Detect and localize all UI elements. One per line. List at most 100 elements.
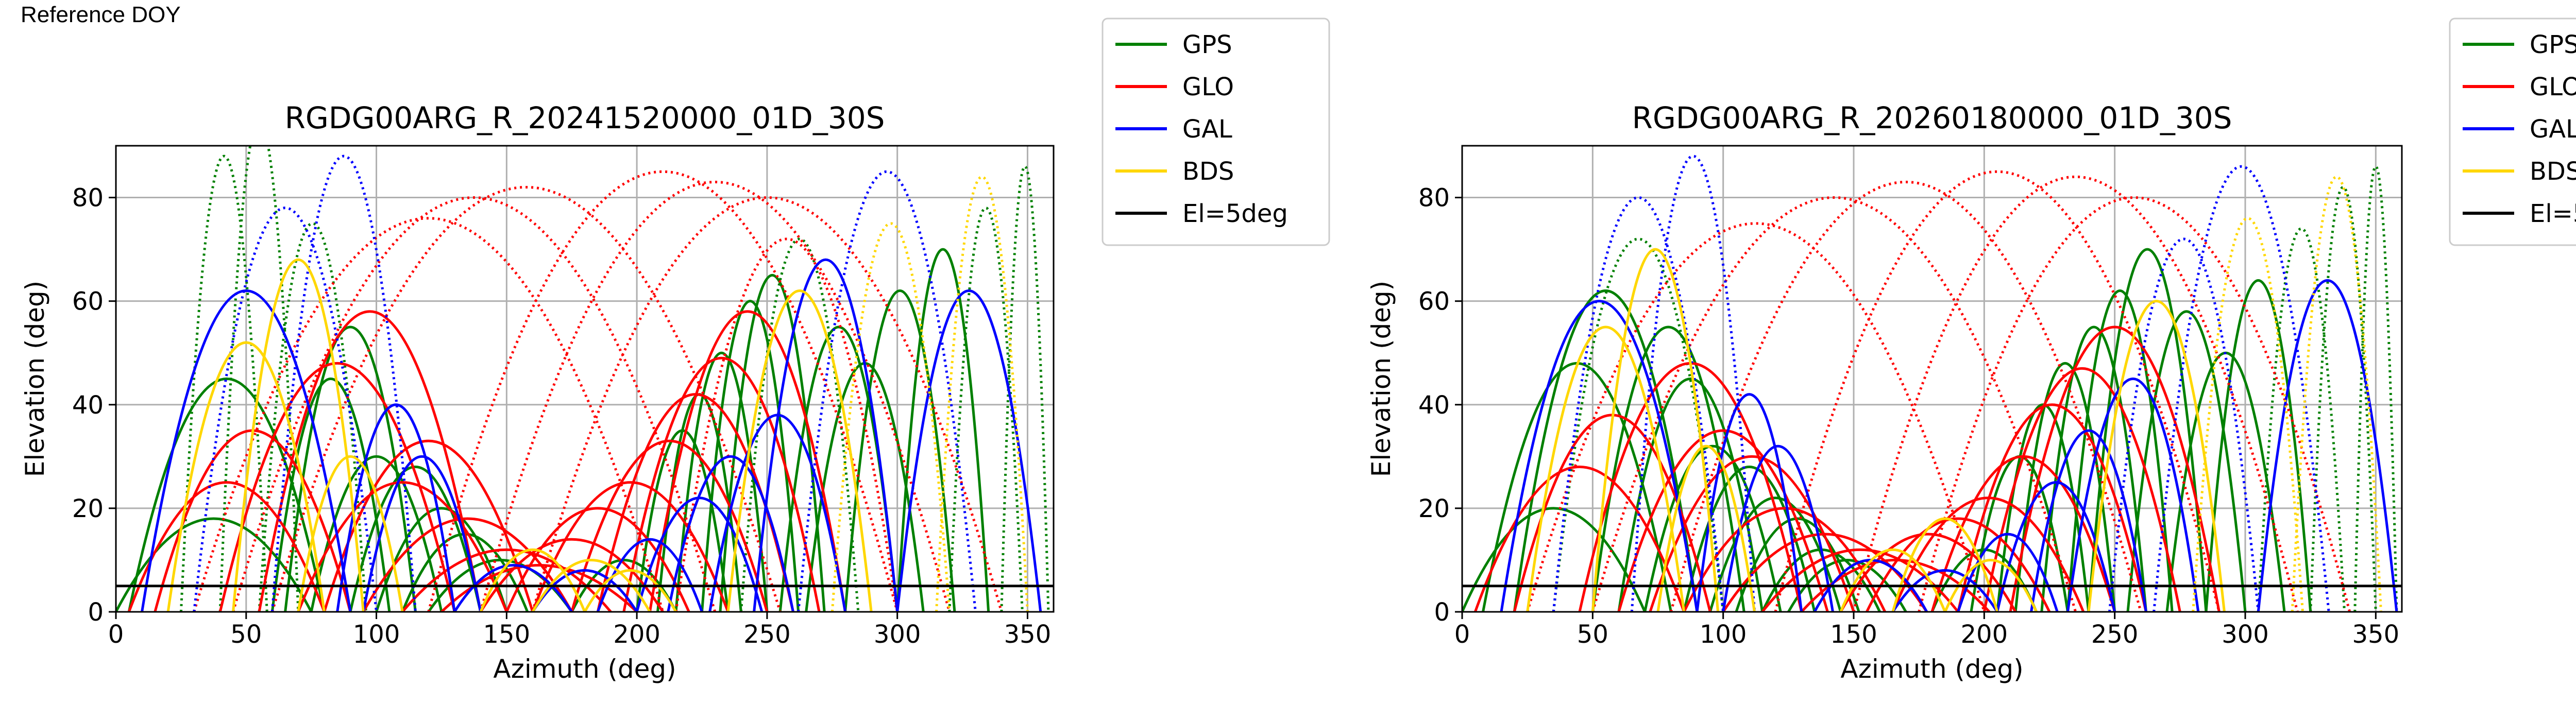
series-arc-gps [2040,325,2147,612]
legend: GPS GLO GAL BDS El=5deg [1101,18,1330,246]
series-arc-glo [531,481,730,612]
x-tick-label: 150 [483,620,531,649]
series-arc-bds [232,258,365,612]
legend-label: GAL [1182,115,1232,144]
series-arc-glo [1957,403,2147,612]
plot-frame [115,145,1055,613]
series-arc-gps [1617,378,1764,612]
series-arc-gps [2066,289,2174,612]
x-axis-label: Azimuth (deg) [1840,654,2023,684]
series-bds [166,176,1029,612]
series-arc-gps [2126,310,2247,612]
series-gps [1462,165,2398,612]
series-arc-bds [1839,548,1946,612]
x-tick-label: 0 [1454,620,1470,649]
y-tick-label: 40 [72,391,104,420]
series-arc-bds [831,222,951,612]
y-axis-label: Elevation (deg) [20,281,50,477]
legend-label: GPS [1182,30,1232,59]
series-gal [141,155,1042,612]
chart-title: RGDG00ARG_R_20241520000_01D_30S [285,100,885,135]
series-arc-gps [739,237,860,612]
series-arc-glo [1852,175,2299,612]
legend-label: GAL [2530,115,2576,144]
series-arc-gal [1891,569,1998,612]
series-arc-gps [2309,185,2377,612]
series-arc-bds [2087,300,2226,612]
x-tick-label: 50 [1577,620,1608,649]
series-arc-gal [1500,300,1699,612]
series-arc-gal [270,155,417,612]
x-tick-label: 50 [230,620,262,649]
series-arc-gal [2108,237,2260,612]
series-arc-glo [622,357,821,612]
series-gal [1500,155,2398,612]
series-bds [1526,176,2382,612]
legend-label: GLO [2530,73,2576,101]
series-arc-gps [116,517,313,612]
series-arc-gps [701,300,800,612]
series-arc-gps [127,378,326,612]
series-arc-glo [531,196,1003,612]
series-arc-gal [336,403,456,612]
x-tick-label: 300 [874,620,921,649]
plot-area [1462,155,2398,612]
legend-box [1101,18,1330,246]
x-tick-label: 300 [2222,620,2269,649]
x-tick-label: 200 [613,620,660,649]
series-arc-gal [2066,378,2200,612]
series-arc-bds [583,569,677,612]
series-glo [127,170,1003,612]
legend: GPS GLO GAL BDS El=5deg [2449,18,2576,246]
legend-label: El=5deg [2530,199,2576,228]
series-arc-glo [1526,222,1986,612]
legend-label: BDS [2530,157,2576,186]
series-arc-gal [531,569,638,612]
series-arc-gps [1513,289,1699,612]
series-arc-glo [270,185,782,612]
series-arc-glo [1617,429,1829,612]
y-tick-label: 0 [88,598,104,627]
series-arc-gps [179,155,268,612]
chart-title: RGDG00ARG_R_20260180000_01D_30S [1632,100,2232,135]
series-arc-gal [453,564,573,612]
series-arc-gal [362,455,482,612]
plot-frame [1461,145,2403,613]
series-arc-gal [1957,533,2059,612]
x-tick-label: 350 [1004,620,1052,649]
series-arc-glo [258,310,482,612]
series-arc-gal [2030,429,2147,612]
legend-label: GPS [2530,30,2576,59]
x-tick-label: 100 [353,620,400,649]
legend-label: GLO [1182,73,1234,101]
series-arc-glo [193,217,665,612]
series-gps [116,146,1050,612]
series-arc-gps [1735,517,1860,612]
series-arc-gps [1591,325,1745,612]
series-arc-gal [1722,445,1834,612]
reference-doy-label: Reference DOY [21,2,181,27]
series-arc-gps [1462,507,1646,612]
series-arc-gps [2257,227,2346,612]
x-tick-label: 250 [743,620,791,649]
series-arc-glo [1982,367,2181,612]
x-tick-label: 150 [1830,620,1877,649]
chart-2: 0 50 100 150 200 250 300 350 0 20 40 60 80 Azimuth (d… [1366,18,2576,684]
series-arc-gps [896,248,990,612]
series-arc-glo [297,481,508,612]
series-glo [1473,170,2351,612]
series-arc-bds [531,558,651,612]
series-arc-glo [1473,466,1686,612]
series-arc-gal [141,289,352,612]
series-arc-bds [1526,325,1686,612]
series-arc-bds [726,289,873,612]
series-arc-gal [1696,393,1803,612]
legend-label: BDS [1182,157,1234,186]
legend-label: El=5deg [1182,199,1288,228]
series-arc-gal [797,170,977,612]
series-arc-gps [2205,279,2312,612]
series-arc-glo [479,538,664,612]
series-arc-gps [218,146,300,612]
y-tick-label: 60 [72,287,104,316]
